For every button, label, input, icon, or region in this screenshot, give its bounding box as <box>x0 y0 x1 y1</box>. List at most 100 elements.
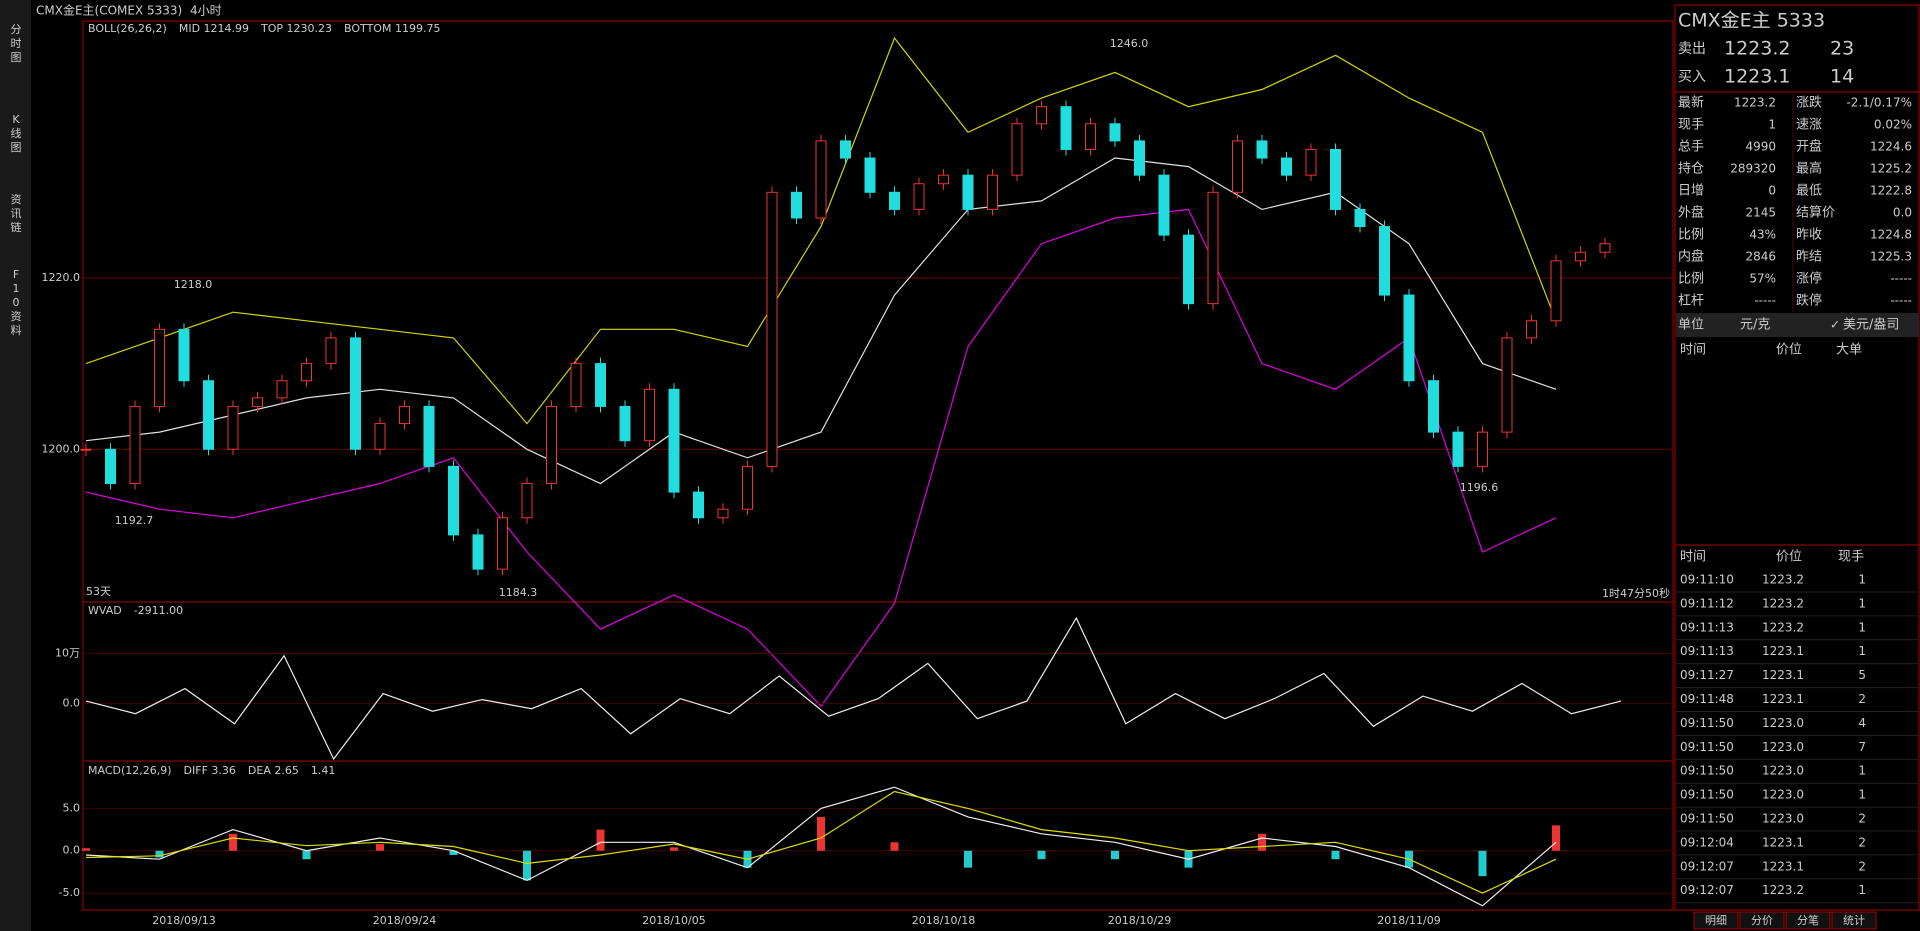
trade-price: 1223.1 <box>1762 668 1804 682</box>
trade-time: 09:11:13 <box>1680 620 1734 634</box>
tab[interactable] <box>1785 911 1831 930</box>
candle <box>619 405 631 442</box>
quote-value: 1225.3 <box>1870 250 1912 264</box>
macd-bar <box>1331 850 1340 860</box>
trade-vol: 2 <box>1858 859 1866 873</box>
quote-value: 1 <box>1768 118 1776 132</box>
days: 53天 <box>86 585 111 598</box>
candle <box>766 191 778 467</box>
trade-price: 1223.0 <box>1762 788 1804 802</box>
price: 1223.1 <box>1724 66 1790 88</box>
trade-time: 09:11:10 <box>1680 573 1734 587</box>
macd-bar <box>596 829 605 851</box>
tab-label[interactable]: 统计 <box>1843 914 1865 927</box>
quote-key: 内盘 <box>1678 249 1704 265</box>
tab[interactable] <box>1739 911 1785 930</box>
macd-bar <box>1478 850 1487 877</box>
candle <box>815 140 827 219</box>
tab-label[interactable]: 图 <box>11 51 22 64</box>
candle <box>1452 431 1464 467</box>
tab-label[interactable]: 分价 <box>1751 914 1773 927</box>
tab-label[interactable]: K <box>12 113 20 126</box>
macd-bar <box>817 816 825 851</box>
chart-frame <box>82 20 1674 911</box>
tab-label[interactable]: 1 <box>13 282 20 295</box>
candle <box>1526 320 1537 339</box>
tab[interactable] <box>1831 911 1877 930</box>
candle <box>1109 123 1121 142</box>
y-tick-label: 10万 <box>55 646 80 659</box>
trade-price: 1223.1 <box>1762 859 1804 873</box>
candle <box>1183 234 1194 305</box>
quote-value: 57% <box>1749 272 1776 286</box>
quote-value: ----- <box>1890 272 1912 286</box>
trade-price: 1223.0 <box>1762 716 1804 730</box>
trade-header: 时间 <box>1680 550 1706 565</box>
macd-bar <box>302 850 311 860</box>
quote-key: 涨停 <box>1796 271 1822 287</box>
trade-time: 09:11:48 <box>1680 692 1734 706</box>
trade-time: 09:12:07 <box>1680 883 1734 897</box>
quote-frame <box>1674 4 1920 911</box>
candle <box>521 483 533 519</box>
trade-vol: 1 <box>1858 764 1866 778</box>
macd-bar <box>449 850 458 855</box>
candle <box>105 448 116 485</box>
trade-price: 1223.1 <box>1762 644 1804 658</box>
unit[interactable]: 美元/盎司 <box>1843 318 1899 333</box>
tab-label[interactable]: 0 <box>13 296 20 309</box>
legend: -2911.00 <box>134 604 183 617</box>
tab-label[interactable]: 明细 <box>1705 914 1727 927</box>
macd-bar <box>155 850 164 858</box>
macd-bar <box>1111 850 1119 860</box>
candle <box>497 517 508 570</box>
quote-value: -2.1/0.17% <box>1846 96 1912 110</box>
trade-price: 1223.0 <box>1762 764 1804 778</box>
tab-label[interactable]: 资 <box>11 193 22 206</box>
trade-price: 1223.2 <box>1762 573 1804 587</box>
tab-label[interactable]: 分 <box>11 23 22 36</box>
tab-label[interactable]: 讯 <box>11 207 22 220</box>
candle <box>938 174 949 185</box>
trade-price: 1223.2 <box>1762 620 1804 634</box>
tab-label[interactable]: 线 <box>11 126 22 140</box>
quote-value: 43% <box>1749 228 1776 242</box>
quote-key: 总手 <box>1678 140 1704 155</box>
tab-label[interactable]: 分笔 <box>1797 913 1819 927</box>
quote-value: 0.02% <box>1874 118 1912 132</box>
wvad-line <box>85 616 1622 761</box>
tab-label[interactable]: 图 <box>11 141 22 154</box>
trade-time: 09:11:13 <box>1680 644 1734 658</box>
price: 1223.2 <box>1724 38 1790 60</box>
trade-vol: 1 <box>1858 573 1866 587</box>
candle <box>203 380 214 450</box>
trade-vol: 1 <box>1858 788 1866 802</box>
candle <box>1403 294 1415 382</box>
sidebar <box>0 0 31 931</box>
candle <box>717 508 729 519</box>
tab-label[interactable]: 料 <box>11 323 22 337</box>
quote-key: 最高 <box>1796 161 1822 177</box>
candle <box>1428 380 1439 433</box>
legend: DEA 2.65 <box>248 764 299 777</box>
candle <box>1550 260 1562 322</box>
quote-key: 速涨 <box>1796 118 1822 133</box>
candle <box>350 337 361 450</box>
unit-bar <box>1676 313 1919 337</box>
macd-bar <box>890 842 899 851</box>
tab-label[interactable]: 时 <box>11 37 22 50</box>
unit[interactable]: 元/克 <box>1740 318 1770 333</box>
trade-time: 09:11:50 <box>1680 788 1734 802</box>
quote-value: 4990 <box>1745 140 1776 154</box>
y-tick-label: -5.0 <box>59 886 80 899</box>
tab-label[interactable]: 资 <box>11 310 22 323</box>
tab-label[interactable]: F <box>13 268 19 281</box>
legend: DIFF 3.36 <box>184 764 236 777</box>
tab-label[interactable]: 链 <box>11 220 22 234</box>
candle <box>742 465 753 510</box>
macd-bar <box>523 850 531 881</box>
candle <box>791 191 802 219</box>
period[interactable]: 4小时 <box>190 4 222 18</box>
tab[interactable] <box>1693 911 1739 930</box>
